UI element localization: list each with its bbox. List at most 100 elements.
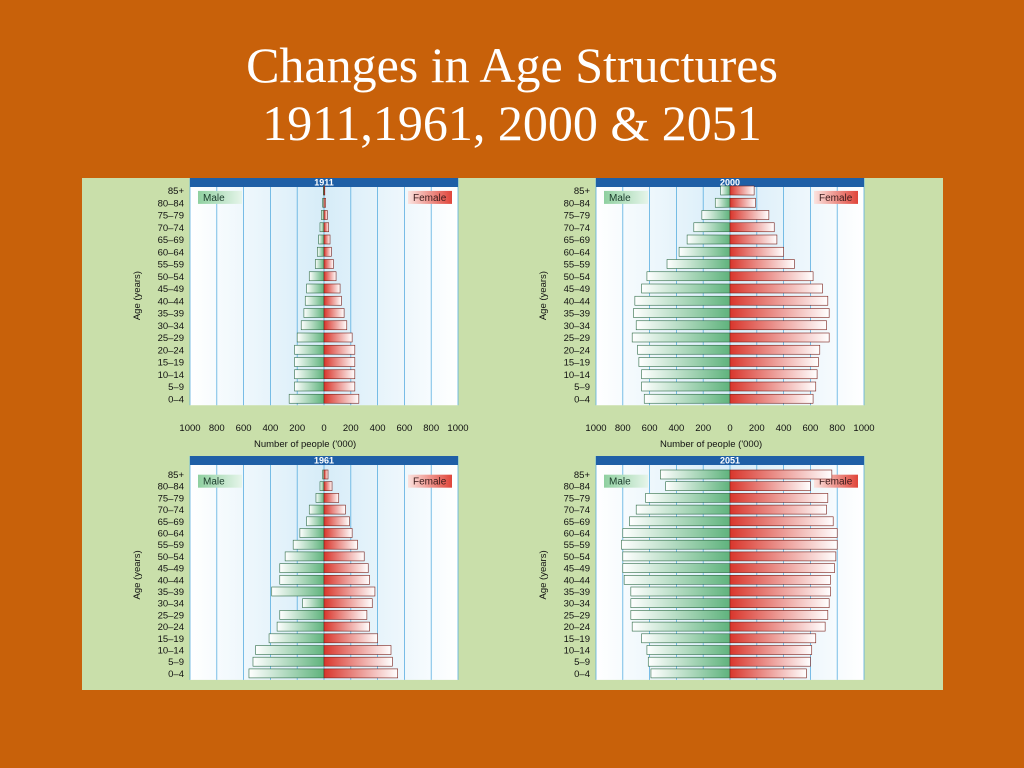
age-group-label: 30–34: [158, 321, 184, 332]
age-group-label: 40–44: [564, 296, 590, 307]
bar-female: [729, 633, 817, 644]
bar-female: [729, 586, 831, 597]
bar-female: [323, 308, 345, 318]
legend-female-label: Female: [413, 193, 447, 204]
bar-female: [323, 246, 332, 257]
slide-title-line-2: 1911,1961, 2000 & 2051: [262, 95, 762, 151]
slide-title-line-1: Changes in Age Structures: [246, 37, 778, 93]
x-tick-label: 600: [642, 423, 658, 434]
age-group-label: 5–9: [574, 657, 590, 668]
bar-male: [304, 295, 325, 306]
bar-female: [323, 222, 329, 233]
chart-header-bar: [190, 456, 458, 465]
x-tick-label: 1000: [179, 423, 200, 434]
bar-female: [323, 586, 376, 597]
bar-female: [323, 381, 356, 392]
bar-male: [630, 610, 731, 620]
chart-header-bar: [596, 456, 864, 465]
chart-header-bar: [596, 178, 864, 187]
age-group-label: 35–39: [158, 309, 184, 320]
bar-female: [729, 246, 784, 257]
bar-male: [638, 357, 731, 367]
legend-male-label: Male: [203, 477, 225, 488]
bar-male: [296, 332, 325, 343]
chart-title: 1911: [314, 178, 334, 188]
age-group-label: 85+: [168, 186, 185, 197]
bar-female: [323, 645, 392, 655]
age-group-label: 60–64: [158, 247, 184, 258]
age-group-label: 20–24: [158, 622, 184, 633]
bar-female: [323, 185, 326, 196]
bar-male: [248, 668, 325, 679]
age-group-label: 25–29: [158, 333, 184, 344]
bar-female: [323, 610, 368, 620]
bar-male: [294, 344, 325, 355]
chart-title: 2000: [720, 178, 740, 188]
age-group-label: 10–14: [158, 646, 184, 657]
bar-female: [729, 308, 830, 318]
bar-female: [729, 210, 770, 220]
bar-female: [323, 493, 340, 503]
legend-male-swatch: [604, 190, 648, 204]
bar-female: [729, 539, 838, 550]
x-tick-label: 400: [262, 423, 278, 434]
age-group-label: 55–59: [158, 540, 184, 551]
x-tick-label: 1000: [585, 423, 606, 434]
age-group-label: 65–69: [564, 517, 590, 528]
bar-male: [255, 645, 325, 655]
bar-male: [622, 528, 731, 538]
bar-male: [665, 481, 731, 492]
bar-male: [315, 493, 325, 503]
age-group-label: 55–59: [158, 260, 184, 271]
age-group-label: 50–54: [564, 272, 590, 283]
bar-female: [323, 668, 398, 679]
age-group-label: 80–84: [158, 198, 184, 209]
age-group-label: 70–74: [564, 505, 590, 516]
age-group-label: 30–34: [564, 599, 590, 610]
bar-male: [635, 320, 731, 331]
age-group-label: 35–39: [564, 587, 590, 598]
bar-female: [323, 320, 348, 331]
age-group-label: 65–69: [158, 235, 184, 246]
legend-female-swatch: [408, 190, 452, 204]
x-tick-label: 0: [727, 423, 732, 434]
age-group-label: 65–69: [564, 235, 590, 246]
x-tick-label: 800: [829, 423, 845, 434]
bar-female: [729, 528, 838, 538]
age-group-label: 55–59: [564, 260, 590, 271]
bar-female: [323, 295, 342, 306]
age-group-label: 75–79: [158, 493, 184, 504]
age-group-label: 40–44: [158, 296, 184, 307]
bar-female: [323, 621, 370, 632]
x-tick-label: 0: [321, 423, 326, 434]
age-group-label: 40–44: [158, 575, 184, 586]
bar-male: [641, 381, 731, 392]
bar-female: [323, 332, 353, 343]
bar-male: [701, 210, 731, 220]
bar-female: [729, 357, 819, 367]
bar-female: [323, 259, 334, 269]
pyramid-2051: 2051 Male Female 0–45–910–1415–1920–2425–29…: [538, 456, 865, 680]
bar-female: [729, 271, 814, 282]
age-group-label: 25–29: [564, 610, 590, 621]
bar-female: [729, 504, 827, 515]
bar-female: [729, 393, 814, 404]
age-group-label: 30–34: [158, 599, 184, 610]
bar-male: [252, 656, 325, 667]
age-group-label: 5–9: [168, 657, 184, 668]
age-group-label: 80–84: [158, 482, 184, 493]
bar-male: [650, 668, 731, 679]
age-group-label: 60–64: [564, 529, 590, 540]
bar-male: [321, 210, 325, 220]
bar-male: [294, 357, 325, 367]
bar-female: [729, 369, 818, 380]
x-tick-label: 1000: [853, 423, 874, 434]
bar-female: [323, 504, 346, 515]
bar-female: [729, 234, 778, 245]
bar-male: [629, 516, 731, 527]
bar-male: [641, 283, 731, 294]
bar-male: [631, 621, 731, 632]
age-group-label: 60–64: [158, 529, 184, 540]
